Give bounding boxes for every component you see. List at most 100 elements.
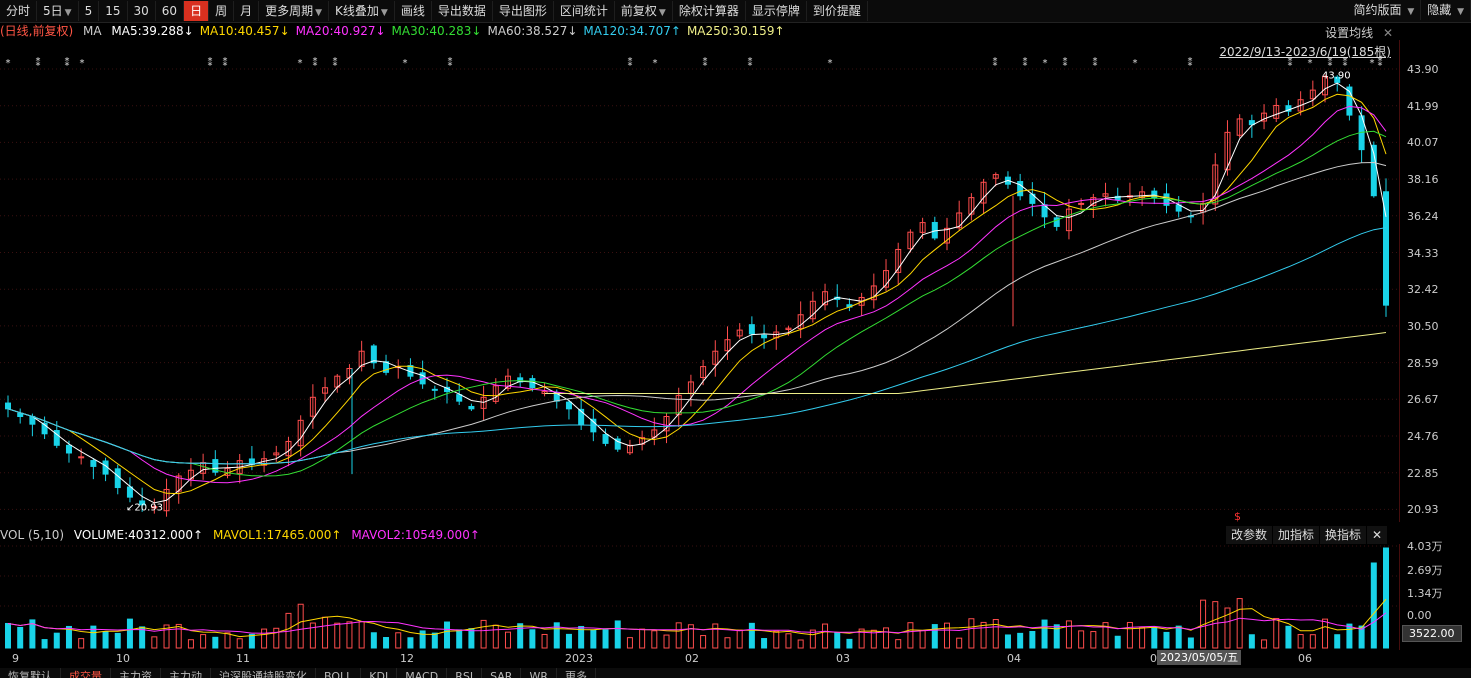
candle-up bbox=[1322, 76, 1329, 96]
mavol2-value: MAVOL2:10549.000↑ bbox=[351, 528, 480, 542]
volume-legend: VOL (5,10) VOLUME:40312.000↑ MAVOL1:1746… bbox=[0, 526, 486, 544]
price-tick: 38.16 bbox=[1407, 173, 1439, 187]
event-marker-icon: ⁑ bbox=[993, 56, 998, 69]
high-label: 43.90 bbox=[1322, 71, 1351, 82]
date-range: 2022/9/13-2023/6/19(185根) bbox=[1219, 45, 1391, 59]
candle-down bbox=[114, 468, 121, 489]
period-1[interactable]: 5日 ▼ bbox=[37, 1, 79, 21]
period-2[interactable]: 5 bbox=[79, 1, 100, 21]
candle-up bbox=[322, 387, 329, 394]
time-tick: 03 bbox=[836, 652, 850, 665]
volume-bar bbox=[858, 628, 865, 649]
volume-bar bbox=[1114, 635, 1121, 649]
volume-bar bbox=[822, 623, 829, 649]
period-13[interactable]: 导出图形 bbox=[493, 1, 554, 21]
volume-bar bbox=[163, 624, 170, 649]
volume-bar bbox=[200, 634, 207, 649]
event-marker-icon: ⁑ bbox=[1343, 56, 1348, 69]
volume-bar bbox=[517, 623, 524, 649]
candle-up bbox=[309, 396, 316, 417]
volume-bar bbox=[53, 632, 60, 649]
indicator-tab-8[interactable]: RSI bbox=[447, 668, 483, 678]
hide-button[interactable]: 隐藏 ▼ bbox=[1421, 0, 1471, 20]
period-7[interactable]: 周 bbox=[209, 1, 235, 21]
candle-down bbox=[90, 460, 97, 467]
volume-bar bbox=[114, 632, 121, 649]
price-tick: 40.07 bbox=[1407, 136, 1439, 150]
period-14[interactable]: 区间统计 bbox=[554, 1, 615, 21]
candlestick-chart[interactable]: * ⁑ ⁑ * ⁑ ⁑ * ⁑ ⁑ * ⁑ ⁑ * ⁑ ⁑ * ⁑ ⁑ * ⁑ ⁑ * ⁑ ⁑ * ⁑ ⁑ * ⁑43.90↙20.93… bbox=[0, 40, 1400, 522]
set-ma-label[interactable]: 设置均线 bbox=[1325, 26, 1374, 40]
indicator-tab-0[interactable]: 恢复默认 bbox=[0, 668, 61, 678]
volume-bar bbox=[529, 629, 536, 649]
period-5[interactable]: 60 bbox=[156, 1, 185, 21]
candle-up bbox=[943, 227, 950, 244]
close-icon[interactable]: ✕ bbox=[1382, 26, 1393, 40]
price-tick: 36.24 bbox=[1407, 209, 1439, 223]
period-12[interactable]: 导出数据 bbox=[432, 1, 493, 21]
volume-bar bbox=[358, 621, 365, 649]
candle-up bbox=[504, 375, 511, 389]
period-15[interactable]: 前复权 ▼ bbox=[615, 1, 673, 21]
indicator-tab-1[interactable]: 成交量 bbox=[61, 668, 111, 678]
indicator-tab-3[interactable]: 主力动 bbox=[161, 668, 211, 678]
volume-bar bbox=[444, 621, 451, 649]
period-9[interactable]: 更多周期 ▼ bbox=[259, 1, 330, 21]
event-marker-icon: ⁑ bbox=[1023, 56, 1028, 69]
volume-bar bbox=[334, 622, 341, 649]
event-marker-icon: ⁑ bbox=[1328, 56, 1333, 69]
volume-bar bbox=[785, 633, 792, 649]
period-10[interactable]: K线叠加 ▼ bbox=[329, 1, 395, 21]
event-marker-icon: * bbox=[1308, 58, 1313, 69]
indicator-tab-6[interactable]: KDJ bbox=[361, 668, 398, 678]
candle-down bbox=[431, 388, 438, 391]
set-ma-button[interactable]: 设置均线 ✕ bbox=[1325, 24, 1393, 41]
indicator-tab-11[interactable]: 更多 bbox=[557, 668, 596, 678]
edit-params-button[interactable]: 改参数 bbox=[1226, 526, 1273, 544]
indicator-tab-10[interactable]: WR bbox=[521, 668, 557, 678]
candle-down bbox=[1334, 76, 1341, 83]
ma-line-ma30 bbox=[7, 130, 1387, 477]
volume-bar bbox=[1370, 562, 1377, 649]
event-marker-icon: * bbox=[653, 58, 658, 69]
event-marker-icon: ⁑ bbox=[748, 56, 753, 69]
volume-bar bbox=[541, 633, 548, 649]
period-16[interactable]: 除权计算器 bbox=[673, 1, 746, 21]
switch-indicator-button[interactable]: 换指标 bbox=[1320, 526, 1367, 544]
candle-up bbox=[736, 329, 743, 337]
period-3[interactable]: 15 bbox=[99, 1, 128, 21]
indicator-tab-4[interactable]: 沪深股通持股变化 bbox=[211, 668, 316, 678]
volume-bar bbox=[419, 630, 426, 649]
event-marker-icon: ⁑ bbox=[333, 56, 338, 69]
indicator-tab-7[interactable]: MACD bbox=[397, 668, 448, 678]
event-marker-icon: ⁑ bbox=[208, 56, 213, 69]
ma-item-6: MA250:30.159↑ bbox=[686, 24, 785, 38]
candle-up bbox=[273, 452, 280, 456]
close-icon[interactable]: ✕ bbox=[1367, 526, 1388, 544]
indicator-tab-2[interactable]: 主力资 bbox=[111, 668, 161, 678]
volume-bar bbox=[1017, 632, 1024, 649]
indicator-tab-5[interactable]: BOLL bbox=[316, 668, 362, 678]
volume-bar bbox=[480, 619, 487, 649]
indicator-tab-9[interactable]: SAR bbox=[482, 668, 522, 678]
period-6[interactable]: 日 bbox=[184, 1, 210, 21]
period-8[interactable]: 月 bbox=[234, 1, 260, 21]
period-0[interactable]: 分时 bbox=[0, 1, 38, 21]
volume-bar bbox=[151, 636, 158, 649]
candle-down bbox=[578, 408, 585, 425]
volume-bar bbox=[468, 628, 475, 649]
volume-bar bbox=[663, 634, 670, 649]
mavol2-line bbox=[7, 612, 1387, 634]
candle-up bbox=[297, 419, 304, 447]
period-4[interactable]: 30 bbox=[128, 1, 156, 21]
event-marker-icon: * bbox=[1370, 58, 1375, 69]
simple-layout-button[interactable]: 简约版面 ▼ bbox=[1348, 0, 1422, 20]
volume-chart[interactable] bbox=[0, 544, 1400, 650]
candle-down bbox=[65, 444, 72, 454]
volume-bar bbox=[675, 622, 682, 649]
period-11[interactable]: 画线 bbox=[395, 1, 432, 21]
period-17[interactable]: 显示停牌 bbox=[746, 1, 807, 21]
candle-up bbox=[822, 291, 829, 306]
period-18[interactable]: 到价提醒 bbox=[807, 1, 868, 21]
add-indicator-button[interactable]: 加指标 bbox=[1273, 526, 1320, 544]
